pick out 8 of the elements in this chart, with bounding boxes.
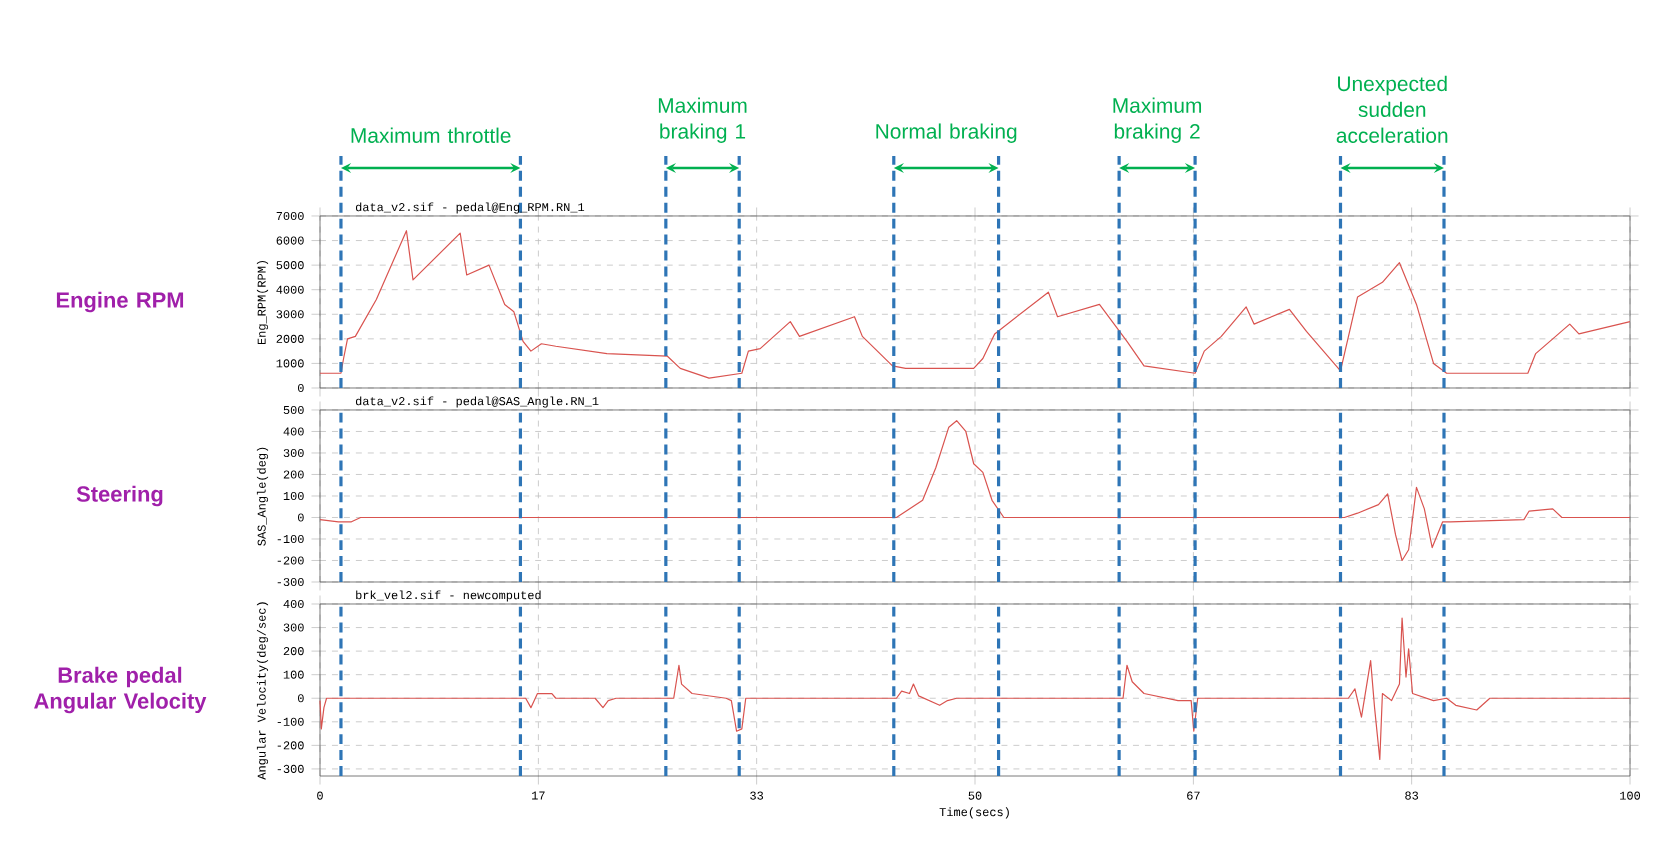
text: Unexpected sudden acceleration [1336, 75, 1448, 143]
text: Maximum braking 1 [658, 97, 747, 143]
text: Engine RPM [56, 291, 184, 313]
text: Steering [76, 485, 163, 507]
text: Brake pedal Angular Velocity [34, 666, 207, 714]
text: Maximum braking 2 [1113, 97, 1202, 143]
text: Normal braking [876, 123, 1017, 143]
text: Maximum throttle [351, 127, 511, 143]
